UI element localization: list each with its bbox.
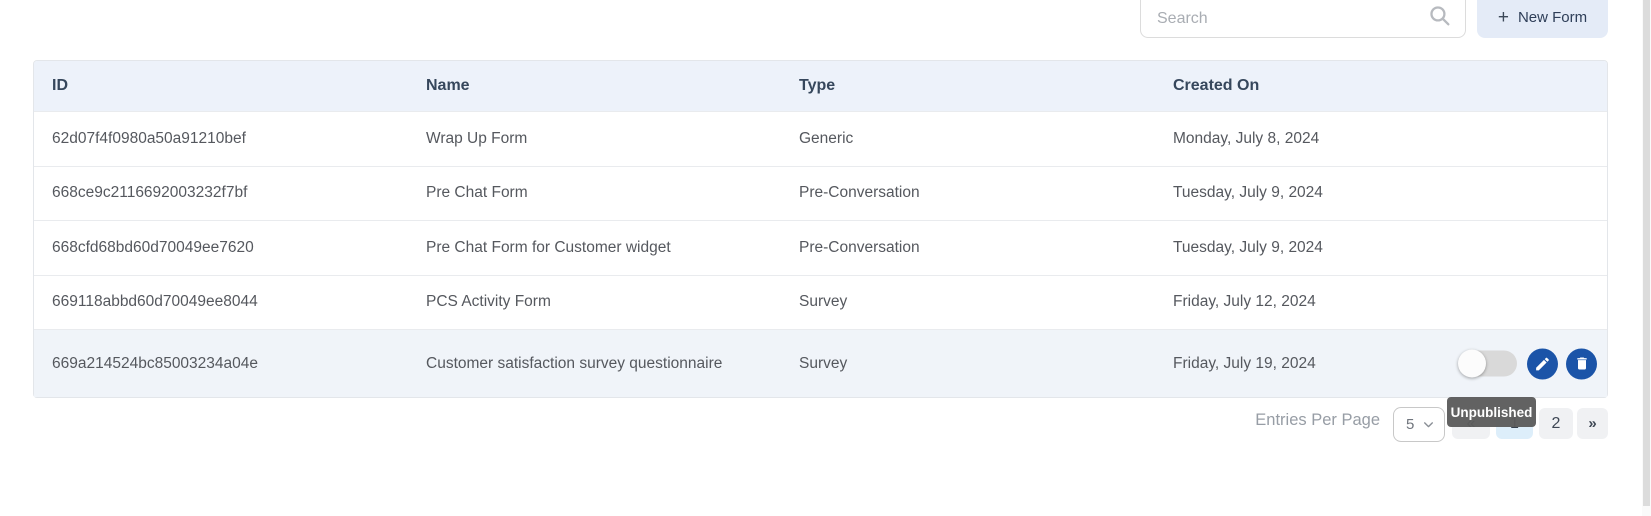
cell-created-on: Monday, July 8, 2024: [1173, 129, 1320, 147]
cell-name: Wrap Up Form: [426, 129, 528, 147]
cell-type: Survey: [799, 354, 848, 372]
entries-per-page-label: Entries Per Page: [1255, 411, 1380, 429]
new-form-label: New Form: [1517, 9, 1588, 26]
row-actions: [1458, 348, 1597, 379]
entries-per-page-value: 5: [1406, 416, 1415, 433]
new-form-button[interactable]: + New Form: [1477, 0, 1608, 38]
cell-id: 669118abbd60d70049ee8044: [52, 293, 258, 311]
pencil-icon: [1536, 357, 1549, 370]
table-row[interactable]: 62d07f4f0980a50a91210bef Wrap Up Form Ge…: [34, 111, 1607, 166]
column-header-type: Type: [799, 77, 836, 94]
search-icon: [1430, 6, 1450, 26]
table-row[interactable]: 668ce9c2116692003232f7bf Pre Chat Form P…: [34, 165, 1607, 220]
column-header-id: ID: [52, 77, 68, 94]
table-row-active[interactable]: 669a214524bc85003234a04e Customer satisf…: [34, 329, 1607, 397]
publish-toggle[interactable]: [1458, 349, 1517, 378]
cell-id: 668ce9c2116692003232f7bf: [52, 184, 248, 202]
plus-icon: +: [1497, 7, 1509, 28]
cell-id: 668cfd68bd60d70049ee7620: [52, 238, 254, 256]
table-row[interactable]: 669118abbd60d70049ee8044 PCS Activity Fo…: [34, 274, 1607, 329]
column-header-name: Name: [426, 77, 470, 94]
cell-name: Customer satisfaction survey questionnai…: [426, 354, 723, 372]
cell-type: Pre-Conversation: [799, 184, 920, 202]
trash-icon: [1576, 357, 1587, 370]
entries-per-page-select[interactable]: 5: [1393, 407, 1445, 442]
toggle-knob: [1458, 349, 1486, 378]
search-input[interactable]: [1141, 0, 1465, 37]
pagination-page-2-button[interactable]: 2: [1539, 408, 1573, 439]
cell-type: Survey: [799, 293, 848, 311]
cell-name: Pre Chat Form: [426, 184, 528, 202]
cell-id: 669a214524bc85003234a04e: [52, 354, 259, 372]
table-row[interactable]: 668cfd68bd60d70049ee7620 Pre Chat Form f…: [34, 220, 1607, 275]
edit-button[interactable]: [1527, 348, 1558, 379]
column-header-created-on: Created On: [1173, 77, 1260, 94]
cell-name: Pre Chat Form for Customer widget: [426, 238, 671, 256]
cell-type: Generic: [799, 129, 854, 147]
chevron-down-icon: [1424, 422, 1433, 428]
cell-name: PCS Activity Form: [426, 293, 551, 311]
cell-id: 62d07f4f0980a50a91210bef: [52, 129, 246, 147]
table-header-row: ID Name Type Created On: [34, 61, 1607, 111]
delete-button[interactable]: [1566, 348, 1597, 379]
unpublished-tooltip: Unpublished: [1447, 397, 1536, 427]
cell-created-on: Tuesday, July 9, 2024: [1173, 184, 1323, 202]
forms-table: ID Name Type Created On 62d07f4f0980a50a…: [33, 60, 1608, 398]
vertical-scrollbar-thumb[interactable]: [1643, 0, 1650, 506]
cell-created-on: Friday, July 12, 2024: [1173, 293, 1316, 311]
pagination-next-button[interactable]: »: [1577, 408, 1608, 439]
cell-type: Pre-Conversation: [799, 238, 920, 256]
search-box: [1140, 0, 1466, 38]
cell-created-on: Tuesday, July 9, 2024: [1173, 238, 1323, 256]
